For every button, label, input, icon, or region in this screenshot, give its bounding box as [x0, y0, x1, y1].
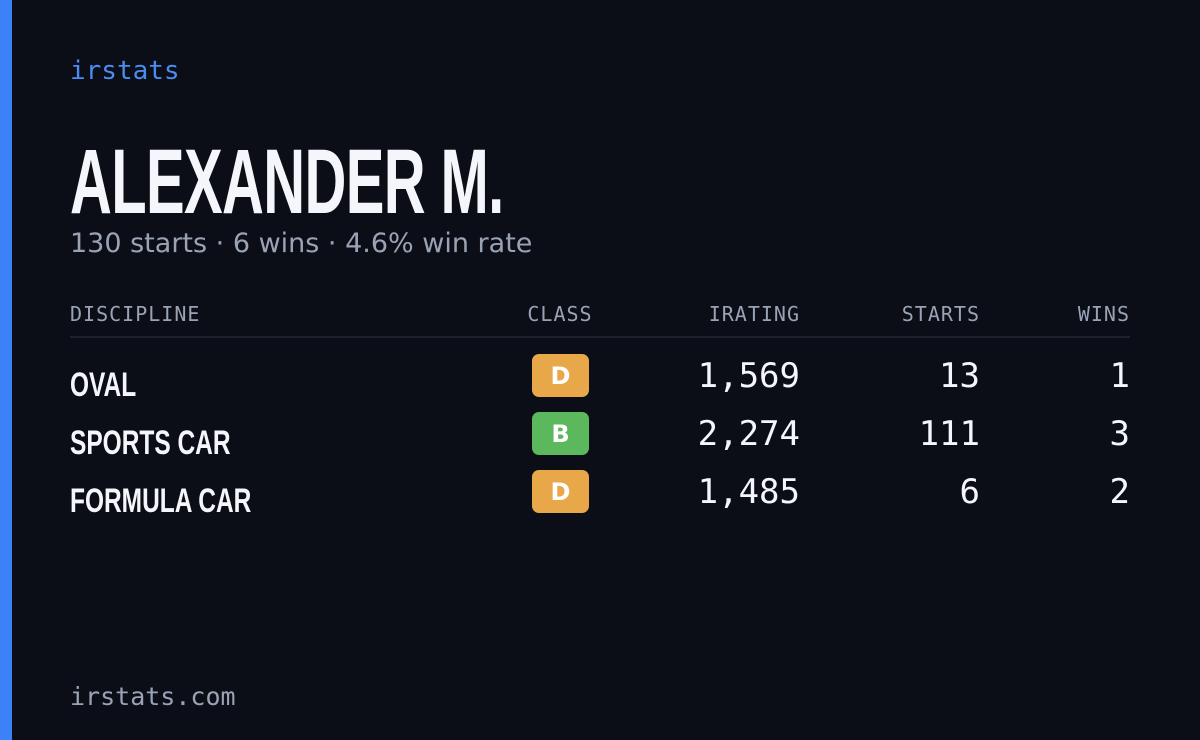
column-header: DISCIPLINE [70, 302, 201, 326]
header-rule [70, 336, 1130, 338]
starts: 6 [959, 472, 980, 512]
footer: irstats.com [70, 682, 236, 711]
column-header: WINS [1077, 302, 1130, 326]
wins: 1 [1109, 356, 1130, 396]
driver-name: ALEXANDER M. [70, 131, 504, 233]
irating: 2,274 [697, 414, 800, 454]
class-badge: B [532, 412, 589, 455]
class-badge: D [532, 354, 589, 397]
summary: 130 starts · 6 wins · 4.6% win rate [70, 228, 533, 259]
irating: 1,569 [697, 356, 800, 396]
wins: 2 [1109, 472, 1130, 512]
discipline: SPORTS CAR [70, 424, 231, 462]
brand: irstats [70, 56, 180, 86]
column-header: IRATING [708, 302, 800, 326]
starts: 111 [918, 414, 980, 454]
column-header: STARTS [901, 302, 980, 326]
starts: 13 [939, 356, 980, 396]
wins: 3 [1109, 414, 1130, 454]
discipline: FORMULA CAR [70, 482, 252, 520]
irating: 1,485 [697, 472, 800, 512]
class-badge: D [532, 470, 589, 513]
column-header: CLASS [527, 302, 593, 326]
accent-bar [0, 0, 12, 740]
discipline: OVAL [70, 366, 137, 404]
